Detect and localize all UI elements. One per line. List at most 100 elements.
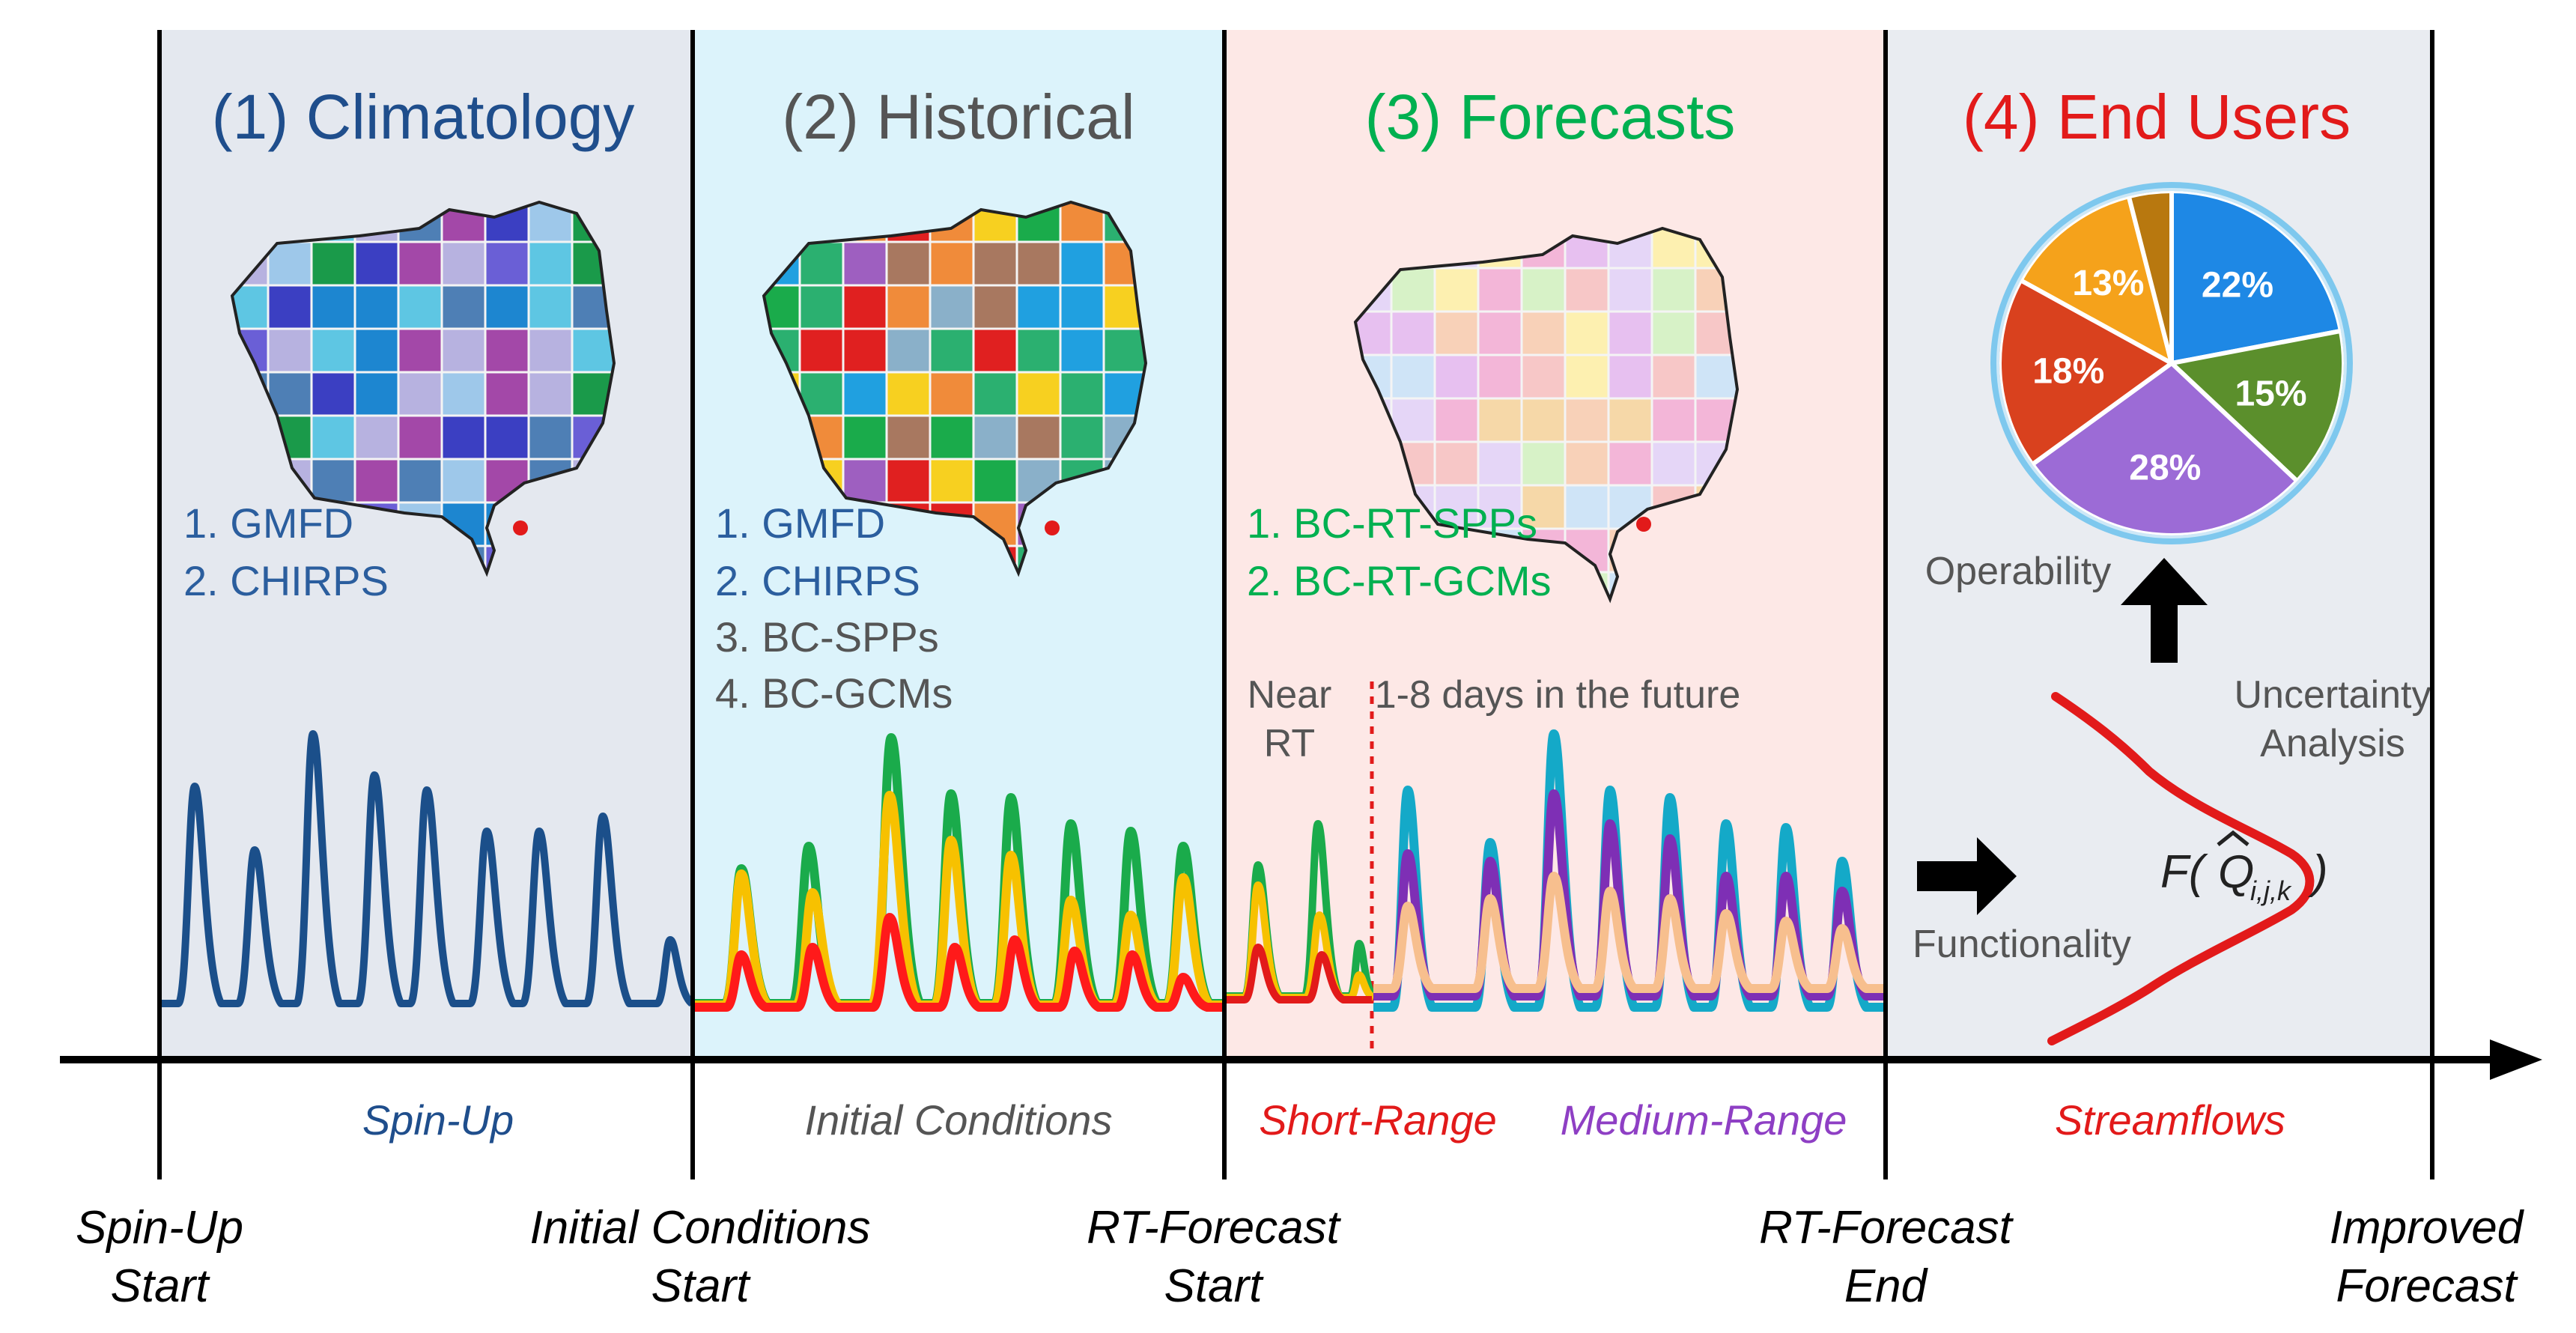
grid-cell bbox=[440, 327, 487, 374]
grid-cell bbox=[1059, 414, 1105, 461]
right-arrow-icon bbox=[1917, 837, 2017, 915]
grid-cell bbox=[310, 371, 356, 417]
grid-cell bbox=[929, 327, 975, 374]
panel-title-climatology: (1) Climatology bbox=[212, 82, 635, 152]
grid-cell bbox=[1607, 310, 1653, 356]
outlet-dot bbox=[513, 520, 528, 535]
grid-cell bbox=[397, 371, 443, 417]
grid-cell bbox=[484, 327, 530, 374]
grid-cell bbox=[1564, 267, 1610, 313]
grid-cell bbox=[1433, 397, 1480, 443]
hydrograph-near-rt-yellow bbox=[1226, 881, 1376, 1001]
grid-cell bbox=[1694, 353, 1737, 400]
grid-cell bbox=[1015, 327, 1062, 374]
hydrograph-medium-peach bbox=[1373, 872, 1883, 993]
functionality-label: Functionality bbox=[1913, 923, 2131, 966]
streamflow-formula: F( Q i,j,k ) bbox=[2160, 830, 2328, 906]
hydrograph-climatology bbox=[161, 730, 695, 1007]
marker-rt-forecast-end-line2: End bbox=[1844, 1260, 1929, 1312]
uncertainty-distribution-curve bbox=[2047, 692, 2315, 1045]
hydrograph-near-rt-red bbox=[1226, 944, 1372, 1003]
grid-cell bbox=[527, 371, 574, 417]
grid-cell bbox=[1650, 310, 1697, 356]
phase-medium-range: Medium-Range bbox=[1561, 1096, 1847, 1144]
grid-cell bbox=[1607, 353, 1653, 400]
grid-cell bbox=[1564, 440, 1610, 487]
grid-cell bbox=[929, 284, 975, 330]
grid-cell bbox=[397, 414, 443, 461]
grid-cell bbox=[885, 414, 932, 461]
historical-item-3: 3. BC-SPPs bbox=[715, 613, 939, 661]
grid-cell bbox=[353, 284, 400, 330]
grid-cell bbox=[798, 327, 845, 374]
grid-cell bbox=[310, 414, 356, 461]
historical-item-2: 2. CHIRPS bbox=[715, 557, 920, 604]
grid-cell bbox=[397, 240, 443, 287]
marker-rt-forecast-start-line2: Start bbox=[1164, 1260, 1265, 1312]
grid-cell bbox=[972, 284, 1018, 330]
grid-cell bbox=[1650, 267, 1697, 313]
grid-cell bbox=[353, 327, 400, 374]
marker-rt-forecast-end-line1: RT-Forecast bbox=[1759, 1202, 2014, 1254]
grid-cell bbox=[310, 284, 356, 330]
grid-cell bbox=[842, 284, 888, 330]
grid-cell bbox=[1520, 267, 1567, 313]
grid-cell bbox=[1650, 440, 1697, 487]
grid-cell bbox=[929, 414, 975, 461]
grid-cell bbox=[1015, 240, 1062, 287]
forecasts-item-2: 2. BC-RT-GCMs bbox=[1247, 557, 1552, 604]
historical-item-1: 1. GMFD bbox=[715, 500, 885, 547]
grid-cell bbox=[267, 327, 313, 374]
future-label: 1-8 days in the future bbox=[1375, 673, 1741, 717]
grid-cell bbox=[929, 240, 975, 287]
grid-cell bbox=[397, 327, 443, 374]
pie-slice-label: 28% bbox=[2129, 449, 2201, 488]
grid-cell bbox=[527, 284, 574, 330]
grid-cell bbox=[1477, 484, 1523, 530]
pie-slice bbox=[2029, 360, 2300, 535]
grid-cell bbox=[440, 371, 487, 417]
grid-cell bbox=[1650, 397, 1697, 443]
grid-cell bbox=[885, 327, 932, 374]
grid-cell bbox=[972, 458, 1018, 504]
grid-cell bbox=[440, 240, 487, 287]
marker-spinup-start-line1: Spin-Up bbox=[76, 1202, 243, 1254]
formula-q: Q bbox=[2218, 846, 2254, 898]
grid-cell bbox=[1102, 327, 1146, 374]
end-users-pie: 22% 15% 28% 18% 13% bbox=[1990, 182, 2353, 544]
grid-cell bbox=[484, 240, 530, 287]
grid-cell bbox=[1477, 267, 1523, 313]
grid-cell bbox=[440, 414, 487, 461]
grid-cell bbox=[972, 414, 1018, 461]
forecasts-item-1: 1. BC-RT-SPPs bbox=[1247, 500, 1537, 547]
pie-slice-label: 18% bbox=[2032, 352, 2104, 392]
formula-f: F( bbox=[2160, 846, 2208, 898]
grid-cell bbox=[310, 327, 356, 374]
marker-improved-forecast-line1: Improved bbox=[2330, 1202, 2525, 1254]
grid-cell bbox=[842, 327, 888, 374]
grid-cell bbox=[310, 458, 356, 504]
grid-cell bbox=[527, 240, 574, 287]
grid-cell bbox=[353, 371, 400, 417]
grid-cell bbox=[1433, 440, 1480, 487]
grid-cell bbox=[440, 458, 487, 504]
grid-cell bbox=[1059, 284, 1105, 330]
grid-cell bbox=[1607, 440, 1653, 487]
historical-item-4: 4. BC-GCMs bbox=[715, 669, 953, 717]
pie-slice bbox=[2017, 193, 2175, 368]
uncertainty-label-line2: Analysis bbox=[2260, 722, 2405, 765]
grid-cell bbox=[1059, 240, 1105, 287]
grid-cell bbox=[929, 371, 975, 417]
marker-initial-conditions-line1: Initial Conditions bbox=[530, 1202, 871, 1254]
grid-cell bbox=[527, 414, 574, 461]
grid-cell bbox=[1564, 310, 1610, 356]
hydrograph-near-rt-green bbox=[1226, 820, 1377, 1000]
grid-cell bbox=[972, 371, 1018, 417]
grid-cell bbox=[842, 371, 888, 417]
grid-cell bbox=[929, 458, 975, 504]
marker-improved-forecast-line2: Forecast bbox=[2336, 1260, 2518, 1312]
grid-cell bbox=[1650, 353, 1697, 400]
pie-slice-label: 13% bbox=[2072, 264, 2144, 303]
grid-cell bbox=[310, 240, 356, 287]
